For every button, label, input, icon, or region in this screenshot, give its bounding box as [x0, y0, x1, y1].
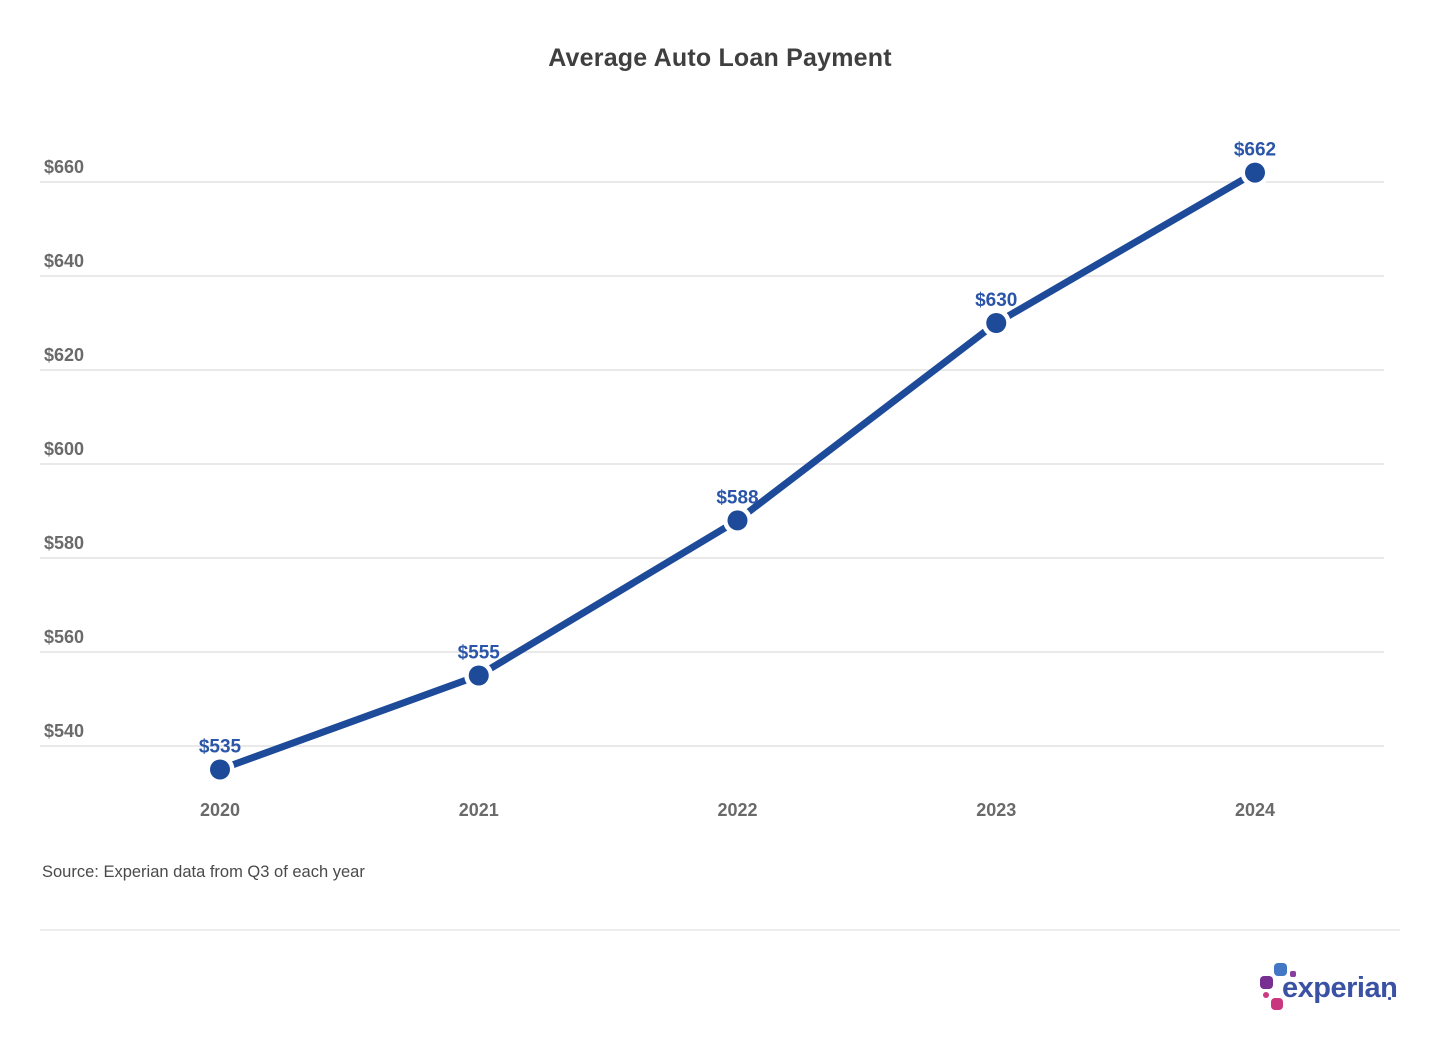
data-point-marker-2020 [210, 759, 230, 780]
data-point-marker-2023 [986, 313, 1007, 333]
chart-title: Average Auto Loan Payment [548, 44, 892, 72]
x-tick-label: 2023 [976, 800, 1016, 820]
data-point-label-2021: $555 [458, 643, 501, 664]
y-tick-label: $660 [44, 157, 84, 177]
logo-blue-square-icon [1274, 963, 1287, 976]
logo-trademark-dot [1388, 997, 1391, 1000]
y-tick-label: $640 [44, 251, 84, 271]
data-point-label-2020: $535 [199, 737, 242, 758]
logo-wordmark: experian [1282, 972, 1398, 1004]
experian-logo: experian [1256, 950, 1406, 1016]
data-point-marker-2024 [1245, 162, 1265, 183]
data-point-label-2023: $630 [975, 290, 1017, 311]
logo-purple-dot-icon [1290, 971, 1296, 977]
y-tick-label: $560 [44, 627, 84, 647]
y-tick-label: $580 [44, 533, 84, 553]
data-point-label-2024: $662 [1234, 140, 1276, 161]
source-note: Source: Experian data from Q3 of each ye… [42, 863, 365, 881]
data-point-marker-2022 [727, 510, 748, 531]
logo-magenta-square-icon [1271, 998, 1283, 1010]
series-line [216, 169, 1259, 773]
footer-divider [40, 929, 1400, 931]
x-tick-label: 2021 [459, 800, 499, 820]
y-tick-label: $600 [44, 439, 84, 459]
x-tick-label: 2024 [1235, 800, 1275, 820]
x-tick-label: 2022 [717, 800, 757, 820]
y-tick-label: $620 [44, 345, 84, 365]
logo-purple-square-icon [1260, 976, 1273, 989]
logo-magenta-dot-icon [1263, 992, 1269, 998]
y-tick-label: $540 [44, 721, 84, 741]
data-point-marker-2021 [468, 665, 489, 686]
data-point-label-2022: $588 [716, 487, 758, 508]
x-tick-label: 2020 [200, 800, 240, 820]
